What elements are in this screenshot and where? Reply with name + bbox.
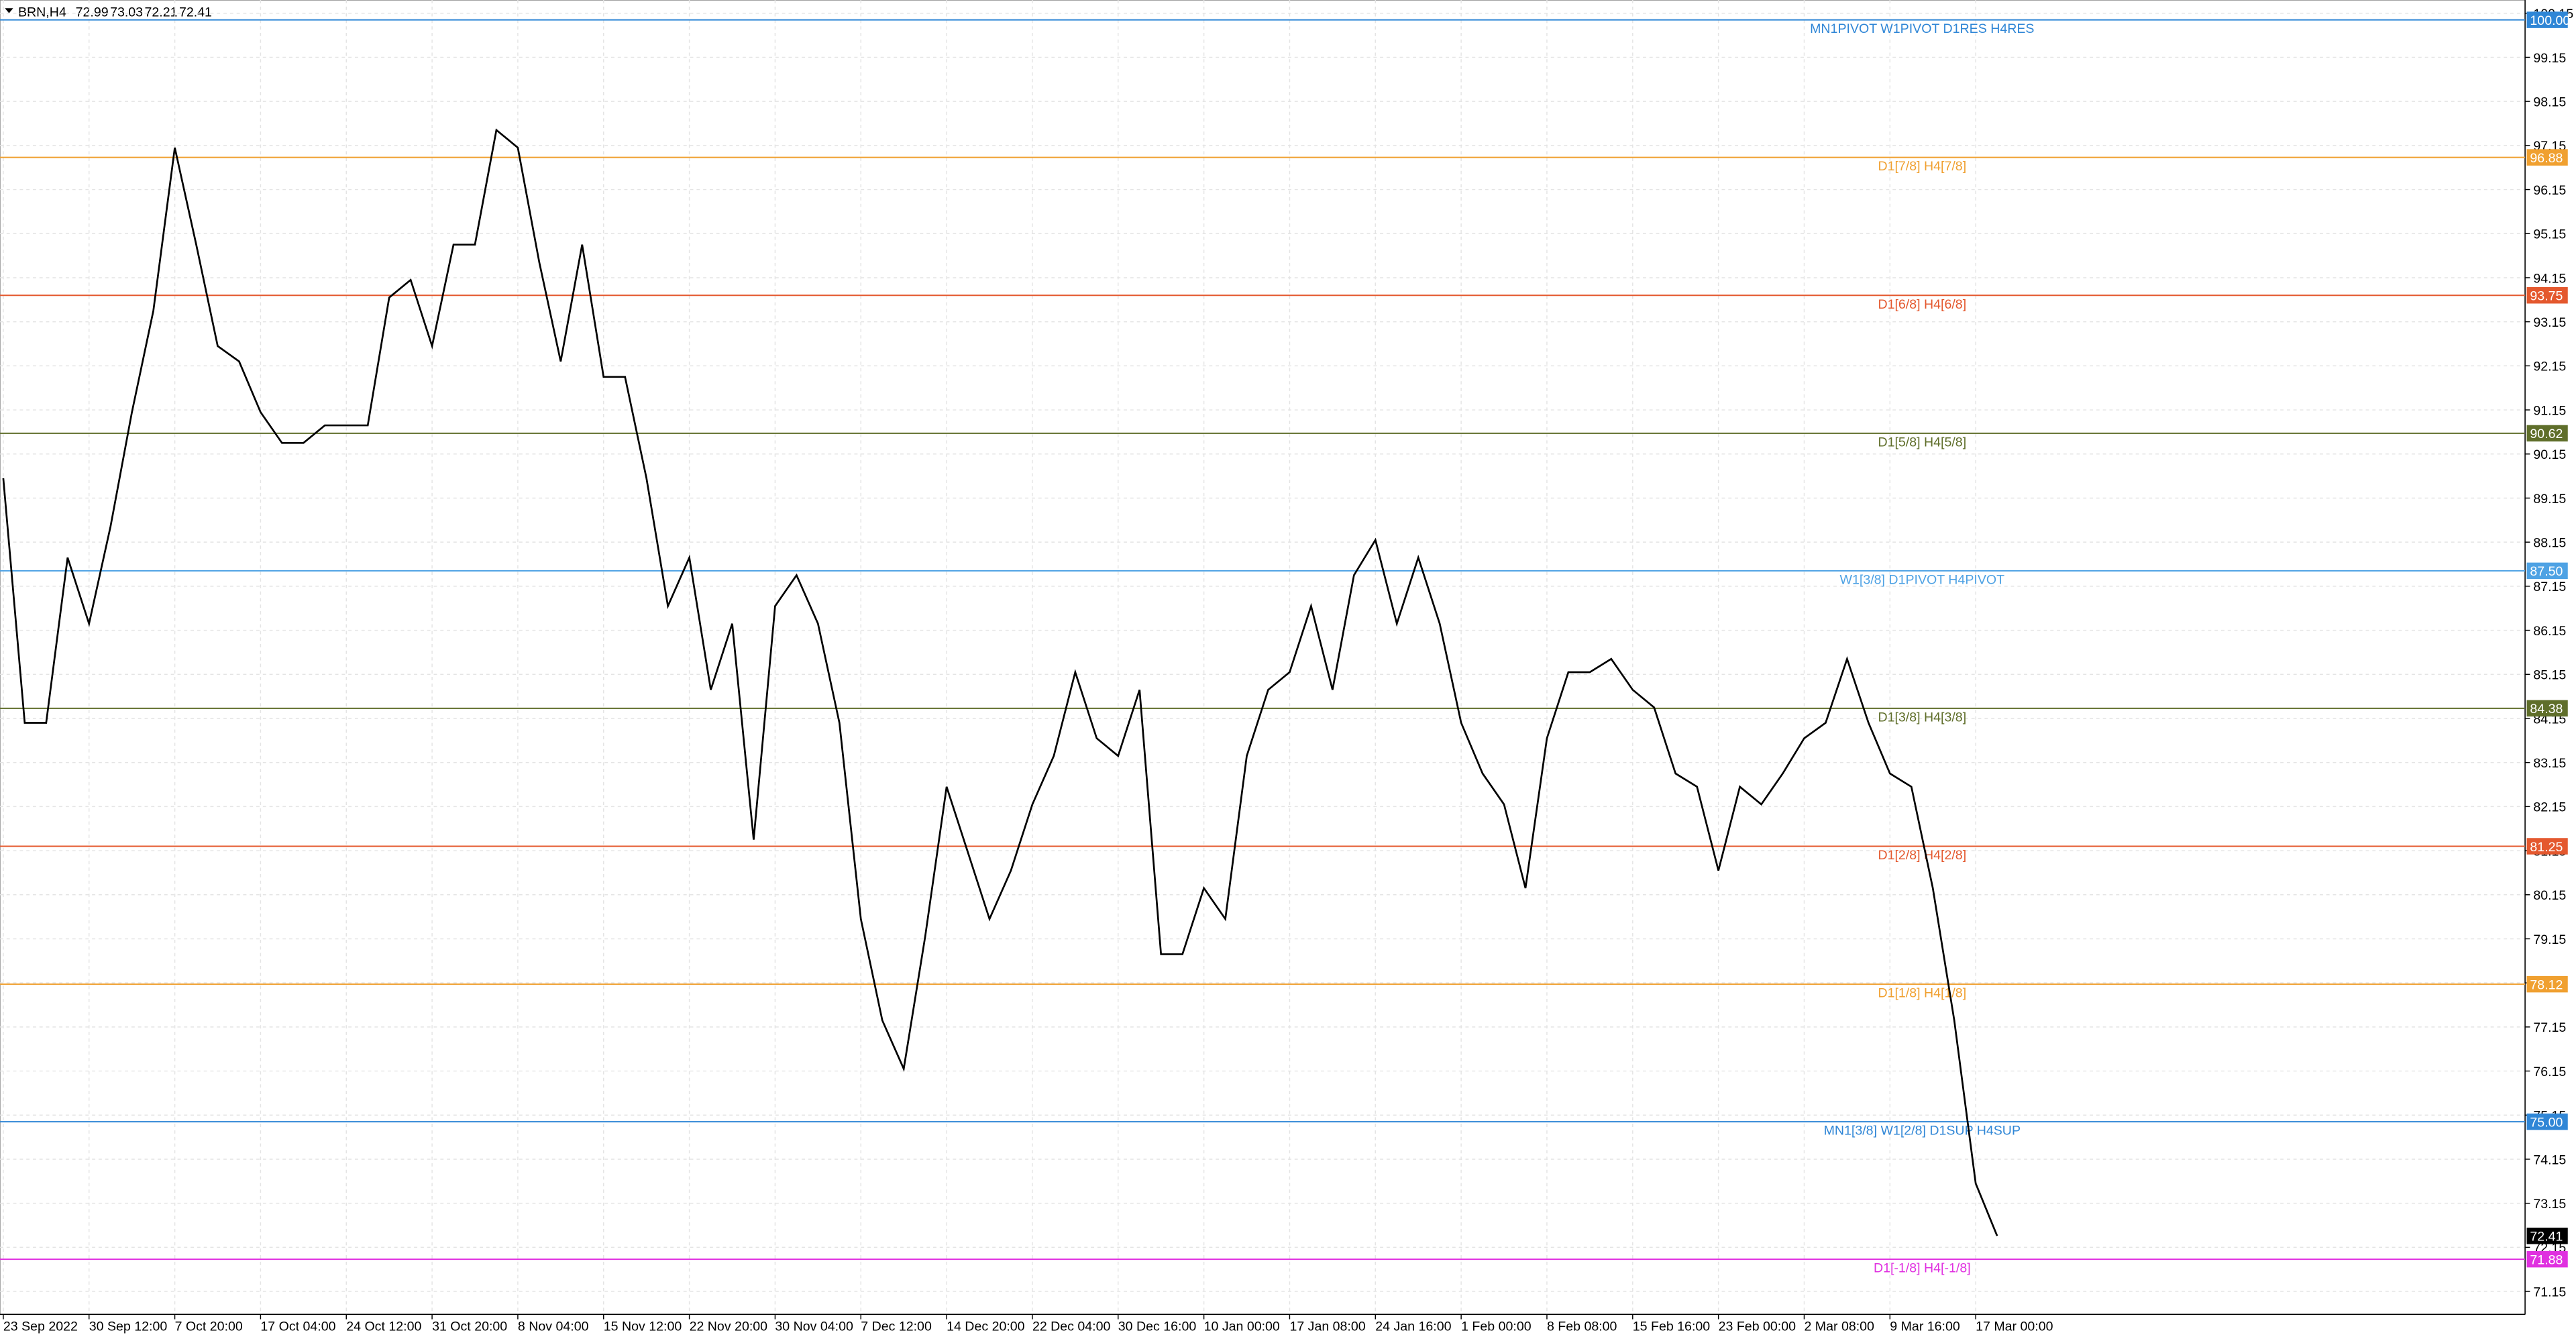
x-tick-label: 10 Jan 00:00 xyxy=(1204,1320,1280,1334)
level-label: D1[3/8] H4[3/8] xyxy=(1878,710,1966,725)
x-tick-label: 22 Dec 04:00 xyxy=(1032,1320,1111,1334)
y-tick-label: 83.15 xyxy=(2533,756,2566,771)
level-tag xyxy=(2526,425,2568,442)
y-tick-label: 76.15 xyxy=(2533,1065,2566,1079)
level-label: D1[1/8] H4[1/8] xyxy=(1878,986,1966,1001)
level-label: D1[2/8] H4[2/8] xyxy=(1878,848,1966,863)
y-tick-label: 93.15 xyxy=(2533,315,2566,330)
x-tick-label: 23 Feb 00:00 xyxy=(1719,1320,1796,1334)
y-tick-label: 79.15 xyxy=(2533,932,2566,947)
price-line xyxy=(2,128,1998,1236)
level-tag xyxy=(2526,700,2568,717)
y-tick-label: 77.15 xyxy=(2533,1020,2566,1035)
level-label: W1[3/8] D1PIVOT H4PIVOT xyxy=(1840,572,2005,587)
last-price-tag xyxy=(2526,1228,2568,1244)
x-tick-label: 8 Nov 04:00 xyxy=(518,1320,589,1334)
level-tag-label: 71.88 xyxy=(2530,1252,2563,1267)
level-tag-label: 90.62 xyxy=(2530,427,2563,441)
level-label: D1[5/8] H4[5/8] xyxy=(1878,435,1966,449)
level-label: D1[-1/8] H4[-1/8] xyxy=(1874,1261,1971,1276)
x-tick-label: 15 Nov 12:00 xyxy=(604,1320,682,1334)
level-tag xyxy=(2526,149,2568,166)
x-tick-label: 31 Oct 20:00 xyxy=(432,1320,507,1334)
header-value: 73.03 xyxy=(110,5,143,20)
y-tick-label: 95.15 xyxy=(2533,227,2566,242)
level-label: D1[6/8] H4[6/8] xyxy=(1878,297,1966,312)
x-tick-label: 9 Mar 16:00 xyxy=(1890,1320,1960,1334)
x-tick-label: 30 Dec 16:00 xyxy=(1118,1320,1197,1334)
x-tick-label: 24 Oct 12:00 xyxy=(346,1320,421,1334)
y-tick-label: 74.15 xyxy=(2533,1153,2566,1167)
last-price-label: 72.41 xyxy=(2530,1230,2563,1244)
x-tick-label: 30 Sep 12:00 xyxy=(89,1320,168,1334)
x-tick-label: 2 Mar 08:00 xyxy=(1804,1320,1874,1334)
y-tick-label: 85.15 xyxy=(2533,668,2566,683)
y-tick-label: 73.15 xyxy=(2533,1197,2566,1212)
level-label: MN1[3/8] W1[2/8] D1SUP H4SUP xyxy=(1824,1124,2021,1138)
y-tick-label: 82.15 xyxy=(2533,800,2566,815)
level-tag xyxy=(2526,1250,2568,1268)
symbol: BRN,H4 xyxy=(18,5,66,20)
y-tick-label: 92.15 xyxy=(2533,360,2566,374)
level-tag xyxy=(2526,286,2568,304)
level-label: D1[7/8] H4[7/8] xyxy=(1878,159,1966,174)
header-value: 72.21 xyxy=(145,5,178,20)
level-label: MN1PIVOT W1PIVOT D1RES H4RES xyxy=(1810,21,2034,36)
y-tick-label: 87.15 xyxy=(2533,580,2566,594)
x-tick-label: 30 Nov 04:00 xyxy=(775,1320,853,1334)
level-tag xyxy=(2526,11,2568,28)
symbol-menu[interactable] xyxy=(5,8,13,13)
x-tick-label: 17 Jan 08:00 xyxy=(1289,1320,1365,1334)
x-tick-label: 8 Feb 08:00 xyxy=(1547,1320,1617,1334)
y-tick-label: 91.15 xyxy=(2533,403,2566,418)
level-tag-label: 87.50 xyxy=(2530,564,2563,579)
x-tick-label: 7 Dec 12:00 xyxy=(861,1320,932,1334)
header-value: 72.99 xyxy=(76,5,109,20)
x-tick-label: 7 Oct 20:00 xyxy=(175,1320,243,1334)
x-tick-label: 15 Feb 16:00 xyxy=(1633,1320,1710,1334)
x-tick-label: 17 Oct 04:00 xyxy=(260,1320,335,1334)
level-tag-label: 100.00 xyxy=(2530,13,2570,28)
level-tag-label: 96.88 xyxy=(2530,151,2563,166)
y-tick-label: 71.15 xyxy=(2533,1285,2566,1299)
x-tick-label: 22 Nov 20:00 xyxy=(690,1320,768,1334)
y-tick-label: 80.15 xyxy=(2533,888,2566,903)
y-tick-label: 99.15 xyxy=(2533,51,2566,66)
level-tag xyxy=(2526,975,2568,993)
x-tick-label: 1 Feb 00:00 xyxy=(1461,1320,1532,1334)
x-tick-label: 24 Jan 16:00 xyxy=(1375,1320,1451,1334)
level-tag-label: 93.75 xyxy=(2530,289,2563,304)
x-tick-label: 17 Mar 00:00 xyxy=(1976,1320,2053,1334)
y-tick-label: 86.15 xyxy=(2533,624,2566,639)
plot-frame xyxy=(0,0,2526,1315)
header-value: 72.41 xyxy=(179,5,212,20)
y-tick-label: 96.15 xyxy=(2533,183,2566,198)
level-tag xyxy=(2526,562,2568,580)
level-tag-label: 81.25 xyxy=(2530,840,2563,855)
y-tick-label: 98.15 xyxy=(2533,95,2566,109)
level-tag xyxy=(2526,838,2568,855)
level-tag xyxy=(2526,1113,2568,1130)
level-tag-label: 84.38 xyxy=(2530,702,2563,716)
x-tick-label: 23 Sep 2022 xyxy=(3,1320,78,1334)
level-tag-label: 75.00 xyxy=(2530,1115,2563,1130)
x-tick-label: 14 Dec 20:00 xyxy=(947,1320,1025,1334)
y-tick-label: 90.15 xyxy=(2533,447,2566,462)
level-tag-label: 78.12 xyxy=(2530,977,2563,992)
y-tick-label: 88.15 xyxy=(2533,536,2566,551)
y-tick-label: 94.15 xyxy=(2533,271,2566,286)
y-tick-label: 89.15 xyxy=(2533,492,2566,506)
